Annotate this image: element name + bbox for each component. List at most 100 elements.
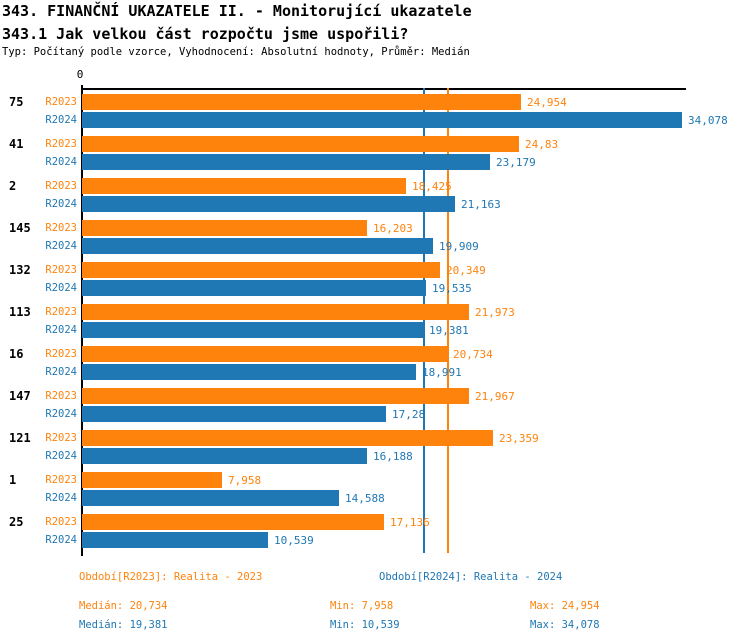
series-label-r2024: R2024 — [45, 114, 77, 126]
legend-item-r2023: Období[R2023]: Realita - 2023 — [79, 571, 263, 583]
value-label-r2023: 7,958 — [228, 474, 262, 487]
category-label: 113 — [9, 305, 31, 319]
stat-max-r2023: Max: 24,954 — [530, 600, 600, 612]
value-label-r2023: 17,136 — [390, 516, 430, 529]
category-label: 41 — [9, 137, 24, 151]
category-label: 25 — [9, 515, 24, 529]
bar-r2023 — [82, 472, 222, 488]
value-label-r2024: 19,535 — [432, 282, 472, 295]
value-label-r2024: 19,381 — [429, 324, 469, 337]
bar-r2024 — [82, 154, 490, 170]
bar-r2024 — [82, 490, 339, 506]
bar-r2024 — [82, 196, 455, 212]
bar-group: 113 R2023 21,973 R2024 19,381 — [0, 304, 750, 338]
bar-r2023 — [82, 388, 469, 404]
stat-min-r2024: Min: 10,539 — [330, 619, 400, 631]
series-label-r2024: R2024 — [45, 366, 77, 378]
bar-group: 25 R2023 17,136 R2024 10,539 — [0, 514, 750, 548]
category-label: 132 — [9, 263, 31, 277]
bar-r2024 — [82, 112, 682, 128]
stat-min-r2023: Min: 7,958 — [330, 600, 394, 612]
category-label: 145 — [9, 221, 31, 235]
median-line-r2023 — [447, 88, 449, 553]
category-label: 16 — [9, 347, 24, 361]
series-label-r2023: R2023 — [45, 138, 77, 150]
series-label-r2023: R2023 — [45, 474, 77, 486]
stat-max-r2024: Max: 34,078 — [530, 619, 600, 631]
series-label-r2024: R2024 — [45, 156, 77, 168]
y-axis-line — [81, 85, 83, 556]
value-label-r2023: 24,83 — [525, 138, 559, 151]
bar-group: 2 R2023 18,425 R2024 21,163 — [0, 178, 750, 212]
bar-r2023 — [82, 304, 469, 320]
bar-group: 147 R2023 21,967 R2024 17,28 — [0, 388, 750, 422]
value-label-r2023: 21,973 — [475, 306, 515, 319]
value-label-r2024: 18,991 — [422, 366, 462, 379]
category-label: 1 — [9, 473, 17, 487]
series-label-r2023: R2023 — [45, 390, 77, 402]
series-label-r2023: R2023 — [45, 264, 77, 276]
indicator-meta: Typ: Počítaný podle vzorce, Vyhodnocení:… — [2, 46, 470, 58]
series-label-r2023: R2023 — [45, 306, 77, 318]
series-label-r2023: R2023 — [45, 432, 77, 444]
value-label-r2023: 18,425 — [412, 180, 452, 193]
x-axis-line — [82, 88, 686, 90]
bar-r2023 — [82, 178, 406, 194]
series-label-r2024: R2024 — [45, 282, 77, 294]
x-axis-zero-label: 0 — [76, 68, 84, 81]
value-label-r2024: 21,163 — [461, 198, 501, 211]
bar-r2023 — [82, 94, 521, 110]
series-label-r2023: R2023 — [45, 96, 77, 108]
category-label: 75 — [9, 95, 24, 109]
median-line-r2024 — [423, 88, 425, 553]
value-label-r2023: 20,349 — [446, 264, 486, 277]
bar-group: 41 R2023 24,83 R2024 23,179 — [0, 136, 750, 170]
category-label: 121 — [9, 431, 31, 445]
series-label-r2024: R2024 — [45, 240, 77, 252]
page-title: 343. FINANČNÍ UKAZATELE II. - Monitorují… — [2, 2, 472, 20]
series-label-r2024: R2024 — [45, 450, 77, 462]
bar-r2024 — [82, 238, 433, 254]
legend-item-r2024: Období[R2024]: Realita - 2024 — [379, 571, 563, 583]
bar-group: 75 R2023 24,954 R2024 34,078 — [0, 94, 750, 128]
value-label-r2023: 16,203 — [373, 222, 413, 235]
bar-r2023 — [82, 346, 447, 362]
bar-r2024 — [82, 364, 416, 380]
series-label-r2024: R2024 — [45, 408, 77, 420]
series-label-r2023: R2023 — [45, 516, 77, 528]
bar-group: 145 R2023 16,203 R2024 19,909 — [0, 220, 750, 254]
bar-r2024 — [82, 448, 367, 464]
value-label-r2023: 24,954 — [527, 96, 567, 109]
bar-chart: 75 R2023 24,954 R2024 34,078 41 R2023 24,83 R202… — [0, 88, 750, 558]
bar-group: 1 R2023 7,958 R2024 14,588 — [0, 472, 750, 506]
value-label-r2024: 17,28 — [392, 408, 426, 421]
bar-group: 132 R2023 20,349 R2024 19,535 — [0, 262, 750, 296]
series-label-r2023: R2023 — [45, 222, 77, 234]
series-label-r2023: R2023 — [45, 180, 77, 192]
series-label-r2024: R2024 — [45, 198, 77, 210]
series-label-r2024: R2024 — [45, 324, 77, 336]
value-label-r2024: 23,179 — [496, 156, 536, 169]
value-label-r2024: 10,539 — [274, 534, 314, 547]
bar-r2023 — [82, 514, 384, 530]
stat-median-r2023: Medián: 20,734 — [79, 600, 168, 612]
bar-r2023 — [82, 262, 440, 278]
bar-r2024 — [82, 406, 386, 422]
bar-r2023 — [82, 430, 493, 446]
value-label-r2024: 16,188 — [373, 450, 413, 463]
series-label-r2024: R2024 — [45, 492, 77, 504]
bar-r2024 — [82, 322, 423, 338]
value-label-r2023: 21,967 — [475, 390, 515, 403]
bar-r2024 — [82, 532, 268, 548]
value-label-r2024: 34,078 — [688, 114, 728, 127]
bar-r2023 — [82, 220, 367, 236]
bar-group: 16 R2023 20,734 R2024 18,991 — [0, 346, 750, 380]
category-label: 2 — [9, 179, 17, 193]
value-label-r2024: 19,909 — [439, 240, 479, 253]
bar-r2024 — [82, 280, 426, 296]
value-label-r2023: 20,734 — [453, 348, 493, 361]
stat-median-r2024: Medián: 19,381 — [79, 619, 168, 631]
bar-r2023 — [82, 136, 519, 152]
value-label-r2023: 23,359 — [499, 432, 539, 445]
